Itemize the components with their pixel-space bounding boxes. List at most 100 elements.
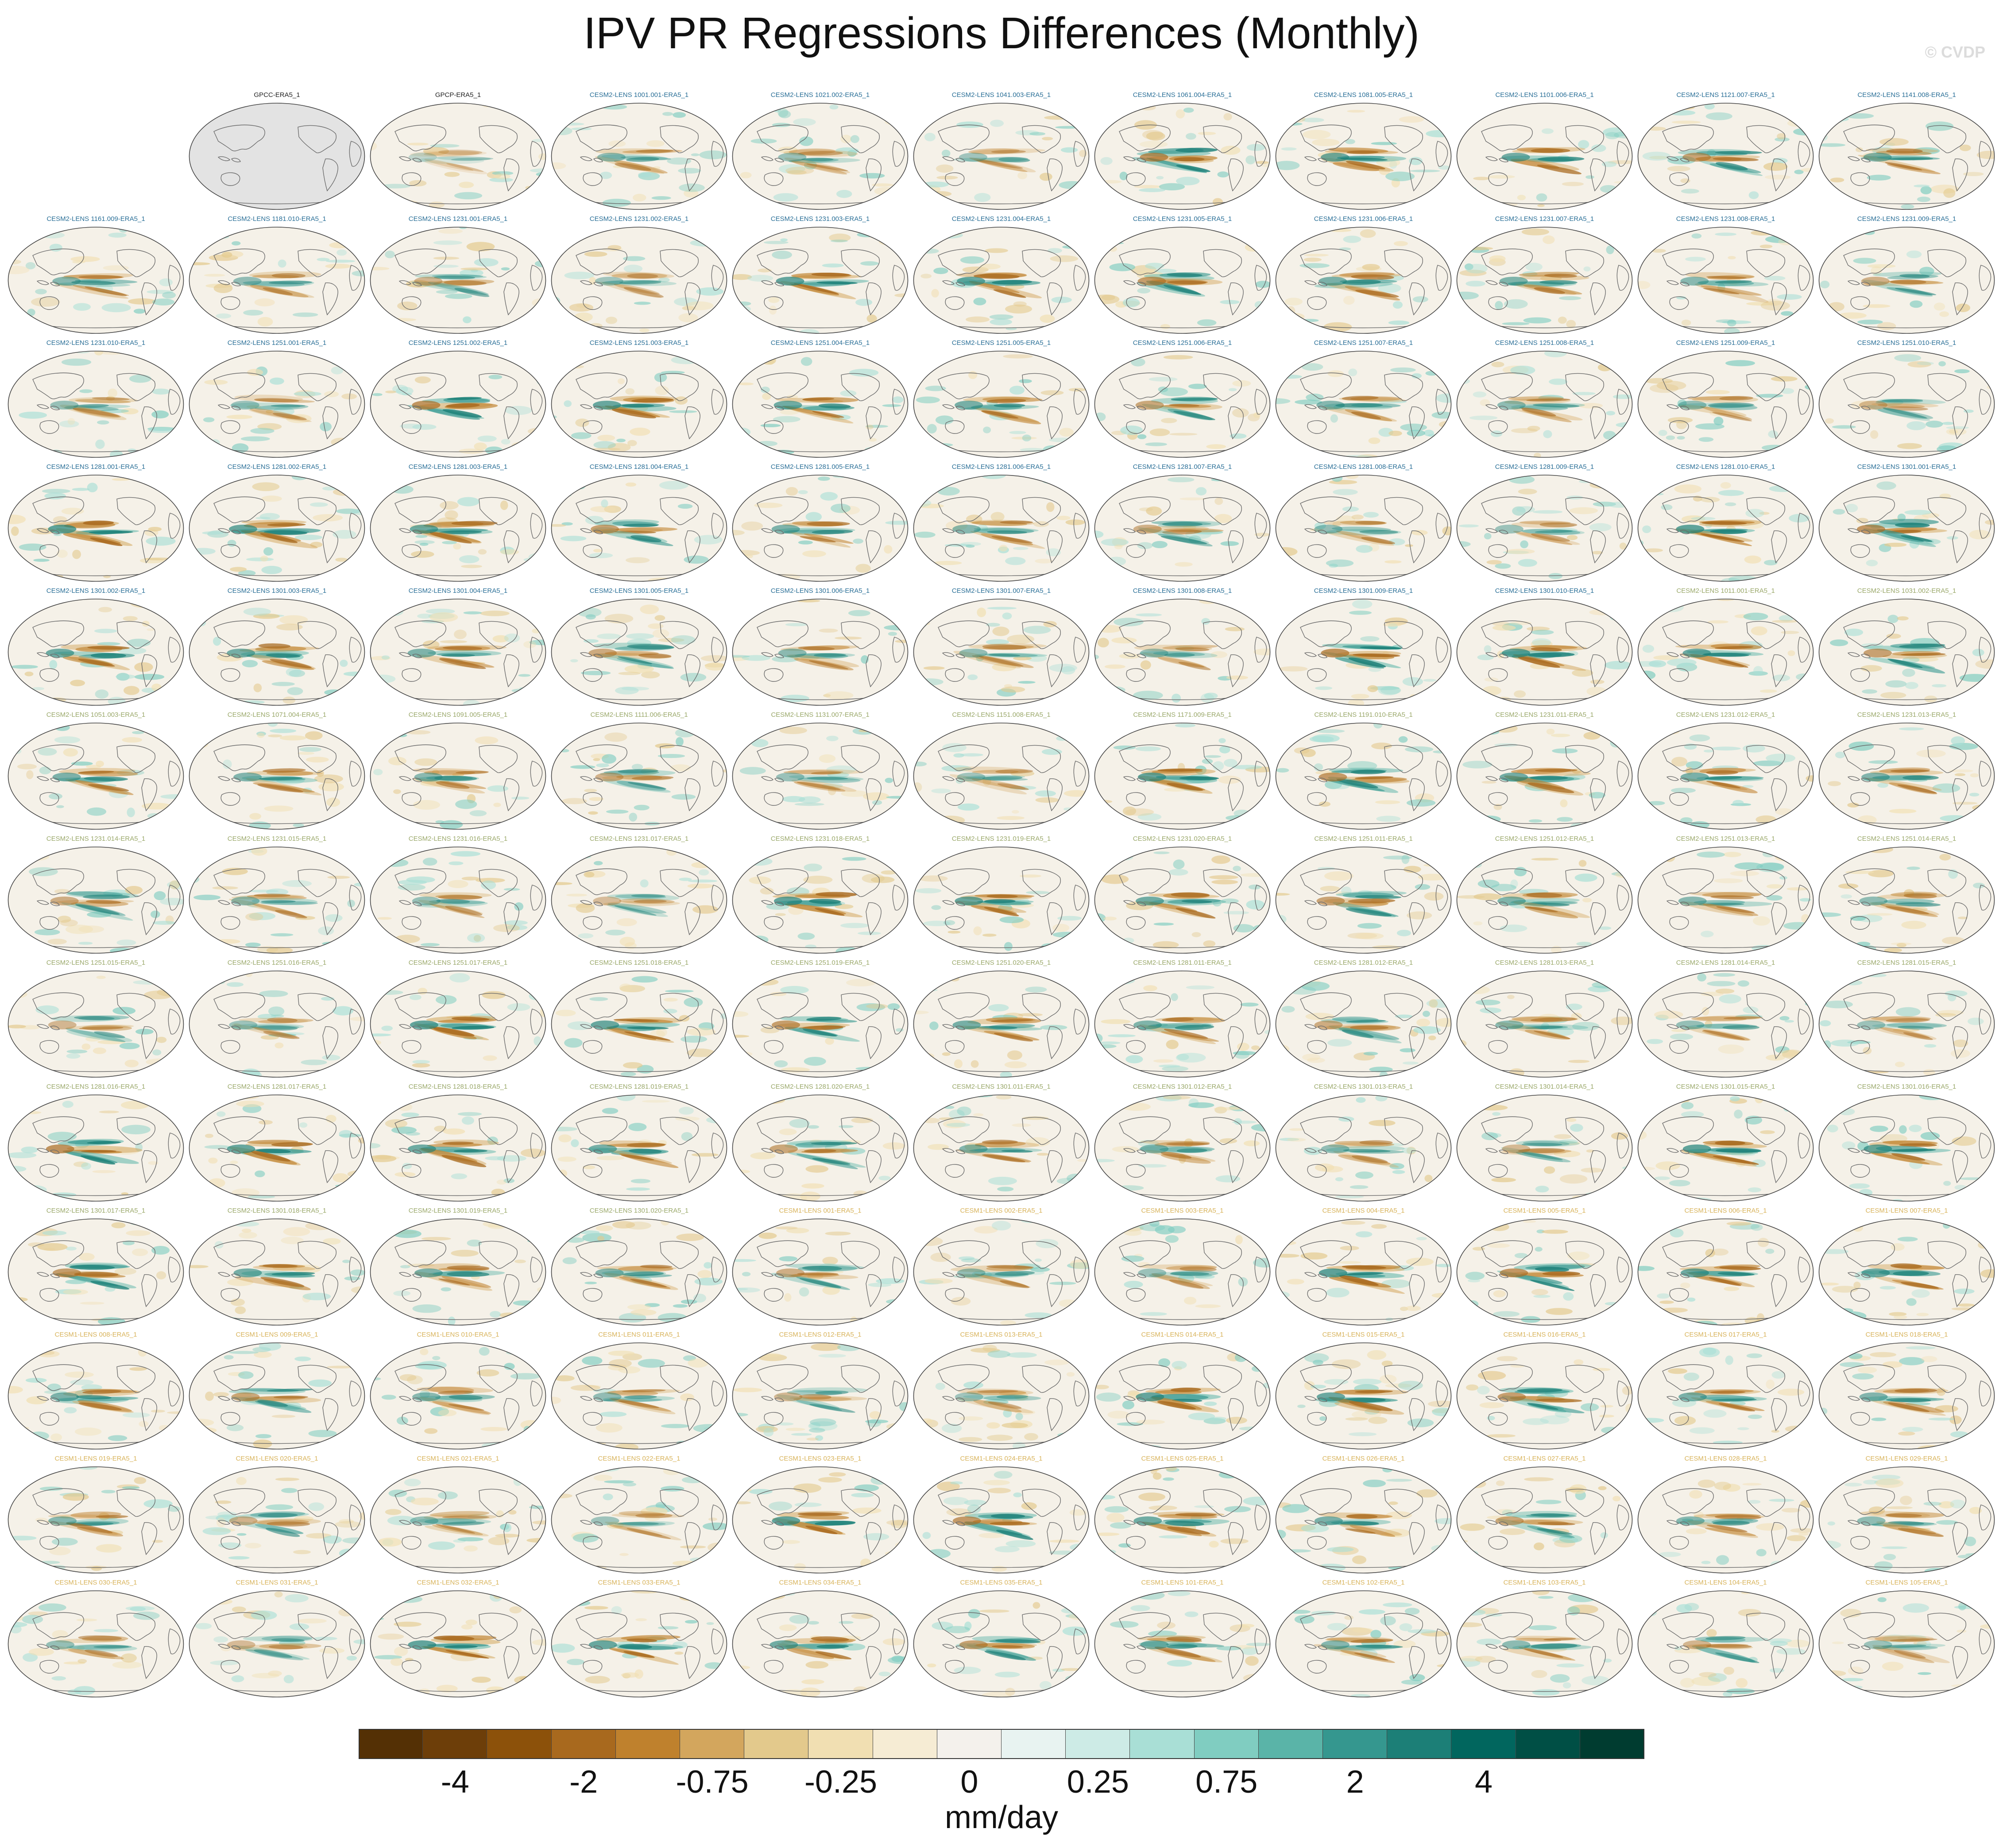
- map-panel: CESM2-LENS 1281.005-ERA5_1: [730, 463, 911, 587]
- coastline: [1952, 1150, 1968, 1183]
- pattern-band: [1355, 290, 1399, 298]
- pattern-band: [1346, 1020, 1386, 1023]
- pattern-patch: [855, 564, 871, 573]
- pattern-patch: [1431, 1183, 1451, 1189]
- pattern-band: [85, 900, 121, 904]
- coastline: [1409, 1150, 1425, 1183]
- map-background: [1638, 723, 1814, 829]
- pattern-patch: [1098, 1095, 1112, 1101]
- pattern-patch: [589, 997, 608, 1001]
- pattern-patch: [1384, 560, 1402, 564]
- coastline: [1228, 159, 1244, 192]
- pattern-band: [1175, 147, 1218, 153]
- coastline: [1798, 885, 1810, 911]
- coastline: [711, 1009, 724, 1035]
- pattern-patch: [587, 700, 596, 704]
- pattern-patch: [696, 287, 724, 296]
- pattern-patch: [56, 805, 64, 808]
- pattern-patch: [429, 612, 458, 622]
- pattern-band: [254, 893, 291, 897]
- pattern-patch: [742, 697, 764, 705]
- pattern-band: [1169, 404, 1200, 407]
- coastline: [402, 668, 421, 682]
- map-border: [913, 723, 1090, 830]
- pattern-patch: [340, 660, 348, 667]
- coastline: [1409, 902, 1425, 936]
- pattern-patch: [1705, 112, 1732, 120]
- pattern-patch: [570, 659, 578, 663]
- pattern-patch: [422, 858, 437, 866]
- pattern-patch: [1166, 1040, 1179, 1049]
- pattern-patch: [1902, 669, 1915, 677]
- coastline: [168, 265, 181, 291]
- coastline: [1047, 1026, 1063, 1059]
- map-panel: CESM2-LENS 1301.006-ERA5_1: [730, 587, 911, 711]
- pattern-patch: [521, 1223, 539, 1233]
- pattern-patch: [1348, 368, 1357, 376]
- pattern-patch: [1055, 126, 1080, 129]
- pattern-patch: [1943, 188, 1956, 198]
- coastline: [1123, 652, 1136, 657]
- pattern-patch: [1606, 411, 1615, 416]
- coastline: [1666, 1148, 1679, 1153]
- map-26: [732, 351, 909, 458]
- pattern-patch: [1649, 660, 1667, 668]
- pattern-patch: [1718, 490, 1744, 496]
- panel-title: CESM2-LENS 1011.001-ERA5_1: [1676, 587, 1775, 595]
- pattern-patch: [860, 261, 879, 266]
- pattern-patch: [1113, 745, 1136, 750]
- pattern-band: [441, 653, 475, 657]
- pattern-patch: [1781, 630, 1799, 634]
- map-panel: CESM2-LENS 1301.004-ERA5_1: [367, 587, 549, 711]
- pattern-patch: [504, 633, 520, 643]
- pattern-band: [1715, 1148, 1762, 1153]
- map-panel: CESM2-LENS 1281.003-ERA5_1: [367, 463, 549, 587]
- pattern-patch: [112, 1007, 136, 1015]
- coastline: [955, 406, 965, 410]
- pattern-patch: [769, 305, 777, 315]
- pattern-patch: [1933, 302, 1945, 311]
- coastline: [1669, 544, 1689, 558]
- pattern-patch: [1431, 1095, 1451, 1101]
- coastline: [1843, 124, 1895, 151]
- pattern-patch: [1670, 1033, 1694, 1040]
- pattern-patch: [1071, 986, 1089, 992]
- pattern-patch: [350, 1269, 365, 1276]
- pattern-patch: [1554, 1150, 1581, 1157]
- panel-title: CESM2-LENS 1251.013-ERA5_1: [1676, 835, 1775, 843]
- pattern-patch: [840, 923, 869, 928]
- pattern-patch: [1243, 1140, 1260, 1147]
- map-background: [1457, 847, 1632, 953]
- panel-title: CESM2-LENS 1301.018-ERA5_1: [227, 1207, 327, 1214]
- coastline: [774, 158, 784, 162]
- coastline: [1203, 621, 1242, 650]
- pattern-patch: [442, 541, 457, 545]
- map-panel: CESM2-LENS 1231.003-ERA5_1: [730, 215, 911, 339]
- map-panel: CESM2-LENS 1051.003-ERA5_1: [5, 711, 186, 835]
- pattern-patch: [691, 1153, 719, 1157]
- pattern-patch: [514, 475, 532, 481]
- pattern-patch: [152, 920, 176, 925]
- pattern-patch: [73, 1161, 89, 1167]
- pattern-band: [439, 530, 482, 534]
- coastline: [398, 776, 412, 781]
- map-panel: [5, 91, 186, 215]
- map-43: [1818, 475, 1995, 582]
- panel-title: CESM2-LENS 1231.011-ERA5_1: [1495, 711, 1594, 719]
- pattern-patch: [299, 747, 321, 752]
- coastline: [116, 1117, 155, 1145]
- coastline: [1119, 744, 1171, 771]
- panel-title: CESM2-LENS 1281.019-ERA5_1: [589, 1083, 689, 1090]
- pattern-patch: [1614, 978, 1632, 981]
- coastline: [398, 1024, 412, 1029]
- map-57: [370, 723, 546, 830]
- pattern-patch: [1801, 1189, 1814, 1197]
- pattern-patch: [1457, 612, 1472, 615]
- pattern-patch: [128, 298, 156, 305]
- pattern-patch: [615, 686, 639, 695]
- coastline: [116, 497, 155, 526]
- pattern-patch: [514, 1260, 526, 1264]
- pattern-patch: [1407, 911, 1432, 920]
- pattern-band: [599, 282, 662, 298]
- pattern-patch: [1201, 618, 1210, 625]
